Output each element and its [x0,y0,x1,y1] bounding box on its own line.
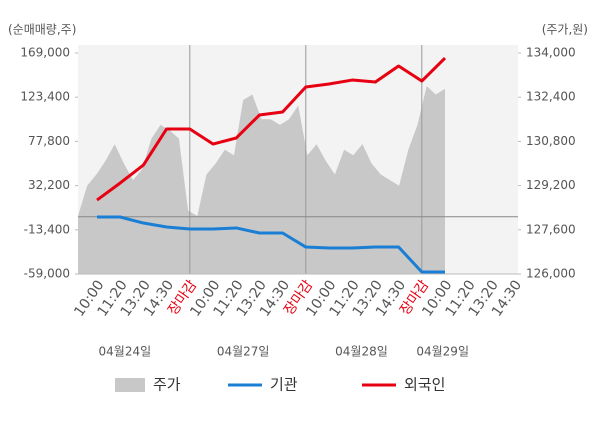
date-label: 04월27일 [217,345,270,359]
y-tick-label: 32,200 [28,178,70,192]
y2-tick-label: 129,200 [526,178,576,192]
left-axis-unit: (순매매량,주) [8,23,76,37]
y-tick-label: 123,400 [20,90,70,104]
y-tick-label: 77,800 [28,134,70,148]
y-tick-label: 169,000 [20,46,70,60]
date-label: 04월29일 [416,345,469,359]
date-label: 04월28일 [335,345,388,359]
series-line [96,56,447,202]
legend-text: 외국인 [404,376,445,394]
y-tick-label: -59,000 [24,267,70,281]
series-line [97,215,445,274]
legend-text: 기관 [270,376,298,394]
y2-tick-label: 127,600 [526,222,576,236]
legend-swatch [115,378,145,392]
date-label: 04월24일 [99,345,152,359]
y2-tick-label: 126,000 [526,267,576,281]
right-axis-unit: (주가,원) [542,23,588,37]
y-tick-label: -13,400 [24,222,70,236]
y2-tick-label: 134,000 [526,46,576,60]
y2-tick-label: 132,400 [526,90,576,104]
y2-tick-label: 130,800 [526,134,576,148]
legend-text: 주가 [153,376,181,394]
